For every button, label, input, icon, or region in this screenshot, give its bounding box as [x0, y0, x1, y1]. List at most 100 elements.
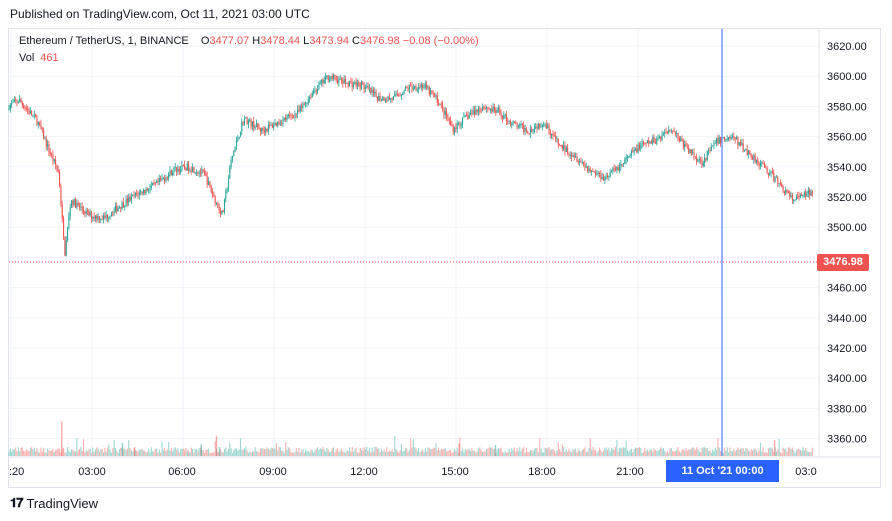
candle-body [660, 136, 662, 140]
volume-bar [463, 452, 465, 456]
candle-body [458, 123, 460, 125]
candle-body [141, 191, 143, 194]
price-tick-label: 3540.00 [827, 162, 867, 174]
volume-bar [553, 450, 555, 456]
volume-bar [555, 452, 557, 456]
volume-bar [646, 449, 648, 456]
candle-body [529, 128, 531, 134]
candle-body [251, 121, 253, 127]
volume-bar [277, 450, 279, 456]
candle-body [599, 172, 601, 174]
candle-body [329, 79, 331, 81]
volume-bar [674, 451, 676, 456]
candle-body [680, 138, 682, 142]
volume-bar [245, 446, 247, 456]
volume-bar [86, 451, 89, 456]
candle-body [257, 123, 259, 128]
candle-body [81, 206, 83, 210]
volume-bar [573, 449, 575, 456]
volume-bar [791, 447, 793, 456]
volume-bar [592, 447, 594, 456]
close-value: 3476.98 [359, 35, 400, 47]
volume-bar [343, 451, 345, 456]
candle-body [121, 202, 123, 209]
volume-bar [282, 450, 284, 456]
candle-body [709, 150, 711, 152]
candle-body [786, 189, 788, 192]
candle-body [295, 113, 297, 115]
candle-body [291, 115, 293, 117]
volume-bar [497, 448, 500, 456]
volume-bar [156, 448, 158, 456]
candle-body [496, 110, 498, 113]
volume-bar [649, 449, 651, 456]
volume-bar [331, 448, 333, 456]
volume-bar [390, 451, 392, 456]
volume-bar [503, 452, 505, 456]
high-value: 3478.44 [260, 35, 300, 47]
candle-body [307, 99, 309, 104]
volume-bar [117, 452, 119, 456]
volume-bar [330, 451, 332, 456]
candle-body [636, 148, 638, 153]
candle-body [573, 155, 575, 158]
candle-body [90, 212, 93, 219]
volume-bar [708, 450, 710, 456]
volume-bar [596, 452, 598, 456]
candle-body [513, 121, 515, 123]
symbol-title[interactable]: Ethereum / TetherUS, 1, BINANCE [19, 35, 189, 47]
candle-body [577, 160, 579, 163]
volume-bar [102, 452, 105, 456]
volume-bar [438, 447, 440, 456]
grid-lines [9, 29, 818, 456]
candle-body [645, 143, 647, 145]
candle-body [584, 163, 586, 168]
volume-bar [524, 452, 526, 456]
candle-body [299, 106, 301, 112]
volume-bar [435, 443, 437, 456]
volume-bar [809, 451, 811, 456]
footer-brand[interactable]: 𝟏𝟕 TradingView [10, 495, 98, 511]
candle-body [697, 159, 699, 162]
volume-bar [770, 447, 772, 456]
volume-bar [527, 451, 529, 456]
candle-body [364, 87, 367, 90]
candle-body [241, 122, 243, 132]
candle-body [443, 107, 445, 115]
candle-body [201, 169, 203, 174]
candle-body [339, 78, 341, 79]
candle-body [436, 95, 438, 103]
candle-body [169, 170, 171, 174]
volume-bar [267, 448, 269, 456]
volume-bar [564, 452, 566, 456]
candle-body [387, 96, 389, 101]
candle-body [539, 123, 541, 128]
volume-bar [714, 447, 716, 456]
volume-bar [213, 452, 215, 456]
volume-bar [238, 449, 240, 456]
volume-bar [275, 443, 277, 456]
volume-bar [93, 451, 95, 456]
volume-bar [588, 448, 590, 456]
candle-body [585, 166, 587, 168]
price-tick-label: 3580.00 [827, 101, 867, 113]
low-value: 3473.94 [309, 35, 349, 47]
candle-body [702, 162, 704, 166]
candle-body [20, 99, 22, 103]
candle-body [148, 190, 150, 192]
volume-bar [21, 447, 23, 456]
volume-bar [368, 447, 371, 456]
volume-bar [394, 436, 396, 456]
volume-bar [451, 452, 453, 456]
volume-bar [48, 450, 50, 456]
volume-bar [694, 450, 696, 456]
volume-bar [496, 449, 498, 456]
candle-body [56, 165, 58, 170]
candle-body [688, 147, 690, 154]
candle-body [370, 87, 372, 93]
volume-bar [513, 447, 515, 456]
volume-bar [579, 450, 581, 456]
candle-body [371, 89, 373, 93]
volume-bar [706, 448, 708, 456]
